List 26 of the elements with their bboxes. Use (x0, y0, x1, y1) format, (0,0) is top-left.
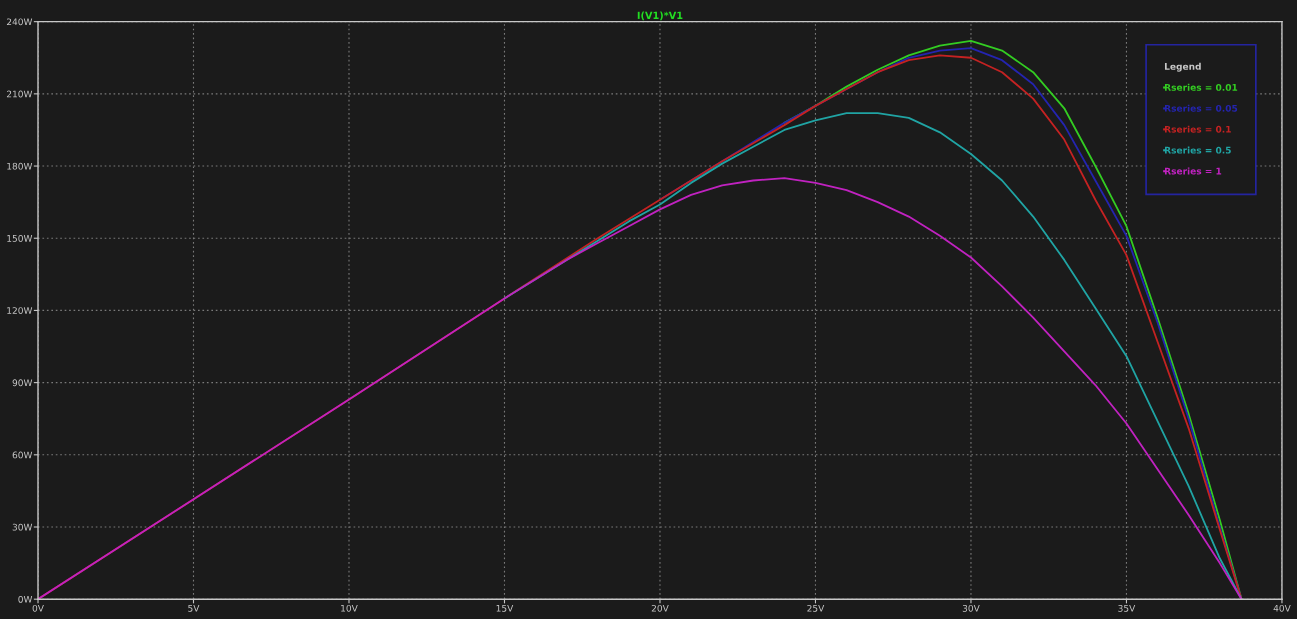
y-tick-label: 150W (7, 234, 33, 242)
y-tick-label: 120W (7, 307, 33, 314)
x-tick-label: 0V (32, 604, 44, 612)
line-series (38, 177, 1243, 600)
x-tick-label: 30V (962, 604, 980, 612)
x-tick-label: 25V (807, 604, 825, 612)
legend-label: Rseries = 0.01 (1164, 83, 1238, 91)
x-tick-label: 5V (188, 605, 200, 612)
y-tick-label: 30W (12, 523, 33, 531)
y-tick-label: 60W (12, 451, 33, 459)
x-tick-label: 35V (1118, 604, 1136, 612)
y-tick-label: 210W (6, 90, 33, 98)
legend-label: Rseries = 0.5 (1164, 146, 1231, 154)
x-tick-label: 10V (341, 604, 358, 612)
y-tick-label: 0W (18, 595, 33, 603)
x-tick-label: 40V (1273, 604, 1291, 612)
legend-label: Rseries = 1 (1164, 167, 1222, 175)
legend-label: Rseries = 0.1 (1164, 125, 1231, 133)
y-tick-label: 90W (12, 379, 33, 387)
y-tick-label: 180W (7, 162, 33, 170)
chart-title: I(V1)*V1 (637, 11, 683, 21)
x-tick-label: 15V (496, 605, 514, 612)
y-tick-label: 240W (6, 18, 33, 26)
legend-title: Legend (1164, 62, 1201, 72)
legend-label: Rseries = 0.05 (1164, 104, 1238, 112)
x-tick-label: 20V (651, 604, 669, 612)
